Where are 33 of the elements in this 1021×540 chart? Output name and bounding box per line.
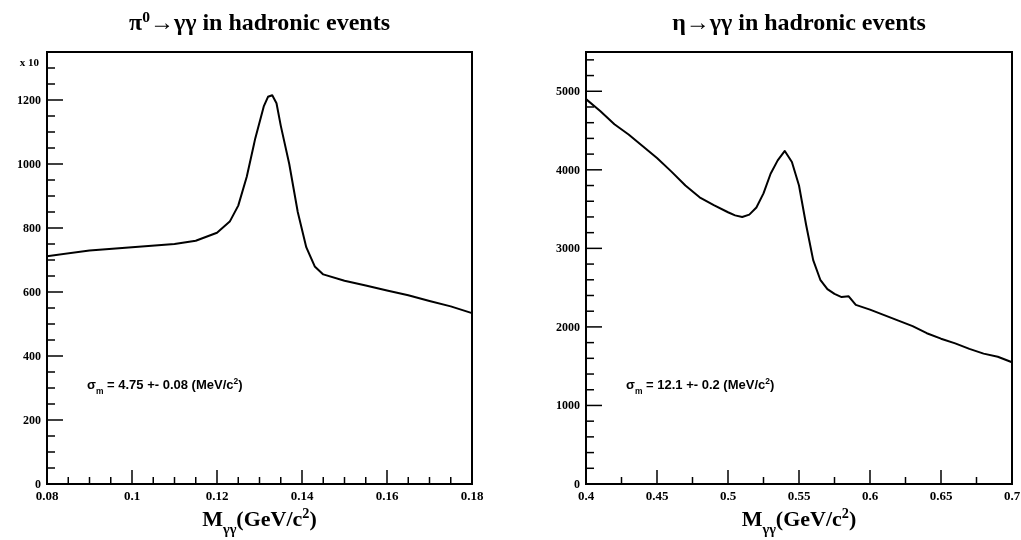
x-tick-label: 0.08 [35, 488, 59, 503]
y-tick-label: 1200 [17, 93, 41, 107]
y-tick-label: 5000 [556, 84, 580, 99]
x-tick-label: 0.65 [929, 488, 953, 503]
x-axis-title: M$_{γγ}$(GeV/c$^{2}$) [202, 505, 317, 537]
y-tick-label: 800 [23, 221, 41, 235]
y-tick-label: 0 [574, 477, 580, 491]
x-tick-label: 0.6 [861, 488, 879, 503]
x-axis-title: M$_{γγ}$(GeV/c$^{2}$) [741, 505, 857, 537]
annotation: σ$_{m}$ = 4.75 +- 0.08 (MeV/c$^{2}$) [87, 375, 243, 396]
x-tick-label: 0.14 [290, 488, 314, 503]
x-tick-label: 0.16 [375, 488, 399, 503]
y-tick-label: 400 [23, 349, 41, 363]
x-tick-label: 0.5 [719, 488, 737, 503]
y-tick-label: 600 [23, 285, 41, 299]
y-axis-title: x 10 [19, 56, 40, 68]
x-tick-label: 0.12 [205, 488, 229, 503]
x-tick-label: 0.18 [460, 488, 484, 503]
y-tick-label: 1000 [556, 398, 580, 413]
chart-title: π$^{0}$→γγ in hadronic events [129, 7, 390, 35]
x-tick-label: 0.1 [123, 488, 141, 503]
annotation: σ$_{m}$ = 12.1 +- 0.2 (MeV/c$^{2}$) [626, 375, 775, 396]
y-tick-label: 4000 [556, 162, 580, 177]
x-tick-label: 0.4 [577, 488, 595, 503]
y-tick-label: 1000 [17, 157, 41, 171]
y-tick-label: 2000 [556, 319, 580, 334]
chart-title: η→γγ in hadronic events [672, 9, 926, 35]
y-tick-label: 3000 [556, 241, 580, 256]
x-tick-label: 0.45 [645, 488, 669, 503]
y-tick-label: 200 [23, 413, 41, 427]
y-tick-label: 0 [35, 477, 41, 491]
x-tick-label: 0.55 [787, 488, 811, 503]
x-tick-label: 0.7 [1003, 488, 1021, 503]
